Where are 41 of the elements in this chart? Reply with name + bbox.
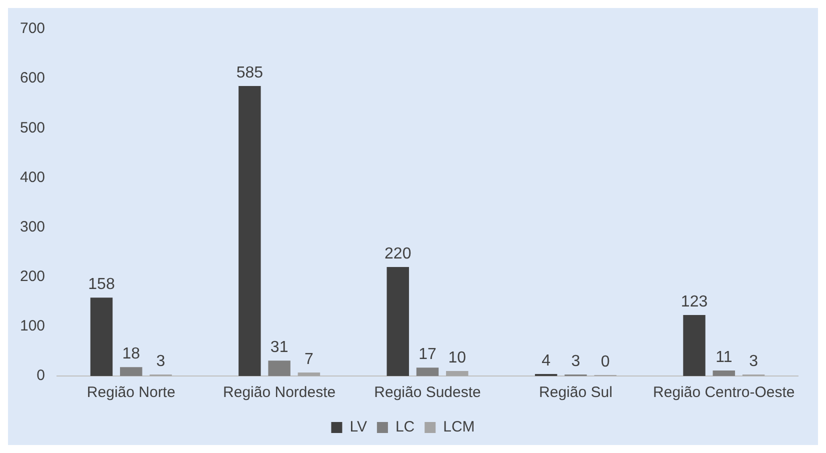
y-tick-label: 200 <box>20 268 46 285</box>
data-label: 31 <box>270 339 288 356</box>
x-tick-label: Região Sul <box>539 384 612 402</box>
data-label: 123 <box>680 293 708 310</box>
legend-label: LC <box>395 418 415 436</box>
x-tick-label: Região Sudeste <box>374 384 481 402</box>
y-tick-label: 500 <box>20 119 46 136</box>
data-label: 158 <box>88 276 115 294</box>
legend-label: LCM <box>443 418 475 436</box>
y-tick-label: 600 <box>20 70 46 87</box>
data-label: 7 <box>304 350 314 368</box>
y-tick-label: 300 <box>20 218 46 236</box>
x-tick-label: Região Nordeste <box>223 384 336 402</box>
bar <box>446 371 468 376</box>
data-label: 3 <box>156 352 166 370</box>
data-label: 17 <box>418 346 437 363</box>
legend-label: LV <box>350 418 367 436</box>
data-label: 18 <box>122 345 140 362</box>
bar <box>298 372 320 376</box>
bar <box>712 370 736 376</box>
bar <box>120 367 142 376</box>
data-label: 4 <box>542 352 551 370</box>
x-tick-label: Região Norte <box>86 384 176 402</box>
data-label: 0 <box>600 353 610 370</box>
data-label: 585 <box>236 64 264 82</box>
y-tick-label: 0 <box>36 367 46 384</box>
bar <box>238 86 261 376</box>
bar <box>386 266 409 376</box>
bar <box>268 360 290 376</box>
data-label: 220 <box>384 245 412 262</box>
bar <box>90 298 113 376</box>
y-tick-label: 100 <box>20 318 46 335</box>
x-tick-label: Região Centro-Oeste <box>653 384 795 402</box>
data-label: 3 <box>571 352 580 370</box>
y-tick-label: 700 <box>20 20 46 38</box>
bar <box>416 368 439 376</box>
y-tick-label: 400 <box>20 168 46 186</box>
data-label: 3 <box>749 352 758 370</box>
bar <box>683 315 706 376</box>
data-label: 10 <box>448 349 466 366</box>
data-label: 11 <box>716 348 732 366</box>
